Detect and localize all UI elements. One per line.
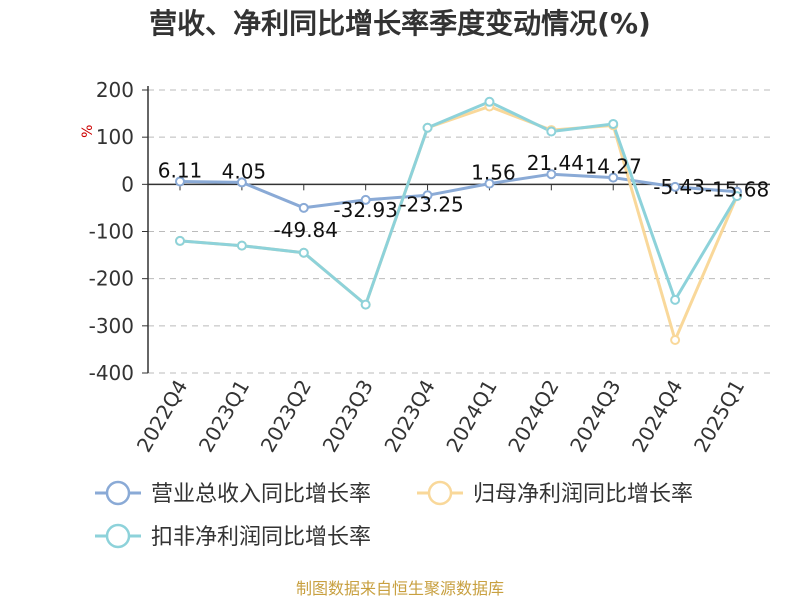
series-points [175, 96, 742, 345]
x-tick-label: 2023Q1 [194, 376, 254, 457]
x-tick-label: 2023Q2 [256, 376, 316, 457]
y-tick-label: -300 [89, 314, 134, 338]
legend-swatch-marker [427, 480, 453, 506]
data-point [422, 190, 433, 201]
series-line [179, 105, 739, 342]
data-label: -23.25 [399, 192, 463, 216]
x-tick-label: 2024Q4 [627, 376, 687, 457]
data-point [484, 178, 495, 189]
legend-item[interactable]: 归母净利润同比增长率 [417, 480, 693, 507]
x-tick-label: 2024Q1 [441, 376, 501, 457]
y-tick-label: -400 [89, 361, 134, 385]
data-point [422, 122, 433, 133]
x-tick-label: 2023Q4 [379, 376, 439, 457]
source-note: 制图数据来自恒生聚源数据库 [296, 579, 504, 598]
data-point [484, 96, 495, 107]
y-tick-label: -200 [89, 267, 134, 291]
data-point [732, 191, 742, 202]
data-label: -32.93 [333, 198, 397, 222]
series-line [179, 100, 739, 307]
x-tick-label: 2024Q3 [565, 376, 625, 457]
legend-swatch-marker [105, 480, 131, 506]
x-tick-label: 2022Q4 [132, 376, 192, 457]
data-point [236, 240, 247, 251]
grid [148, 89, 770, 374]
data-label: -15.68 [705, 178, 769, 202]
data-point [298, 202, 309, 213]
data-label: 1.56 [471, 161, 516, 185]
data-label: 14.27 [585, 155, 642, 179]
data-point [360, 194, 371, 205]
legend-swatch-marker [105, 523, 131, 549]
data-label: 21.44 [527, 151, 584, 175]
data-point [608, 118, 619, 129]
x-tick-label: 2025Q1 [689, 376, 749, 457]
y-tick-label: 100 [96, 125, 134, 149]
legend-label: 营业总收入同比增长率 [151, 482, 371, 507]
data-point [670, 334, 681, 345]
legend-item[interactable]: 营业总收入同比增长率 [95, 480, 371, 507]
data-label: 6.11 [158, 158, 203, 182]
data-label: -49.84 [274, 218, 338, 242]
legend-label: 扣非净利润同比增长率 [151, 525, 371, 550]
data-point [175, 176, 185, 187]
data-labels: 6.11 4.05 -49.84-32.93 -23.25 1.56 21.44 14.27… [158, 151, 770, 242]
data-label: -5.43 [653, 175, 705, 199]
chart-title: 营收、净利同比增长率季度变动情况(%) [149, 7, 651, 40]
data-label: 4.05 [222, 159, 267, 183]
data-point [546, 126, 557, 137]
series-line [179, 172, 738, 210]
y-tick-label: -100 [89, 220, 134, 244]
data-point [546, 169, 557, 180]
legend-label: 归母净利润同比增长率 [473, 482, 693, 507]
series-lines [179, 100, 739, 342]
data-point [236, 177, 247, 188]
y-tick-label: 0 [121, 172, 134, 196]
data-point [298, 247, 309, 258]
data-point [175, 235, 185, 246]
data-point [670, 294, 681, 305]
legend-item[interactable]: 扣非净利润同比增长率 [95, 523, 371, 550]
y-axis-label: % [80, 125, 96, 138]
x-tick-label: 2023Q3 [318, 376, 378, 457]
data-point [360, 299, 371, 310]
y-tick-label: 200 [96, 78, 134, 102]
data-point [670, 181, 681, 192]
data-point [608, 172, 619, 183]
x-tick-label: 2024Q2 [503, 376, 563, 457]
